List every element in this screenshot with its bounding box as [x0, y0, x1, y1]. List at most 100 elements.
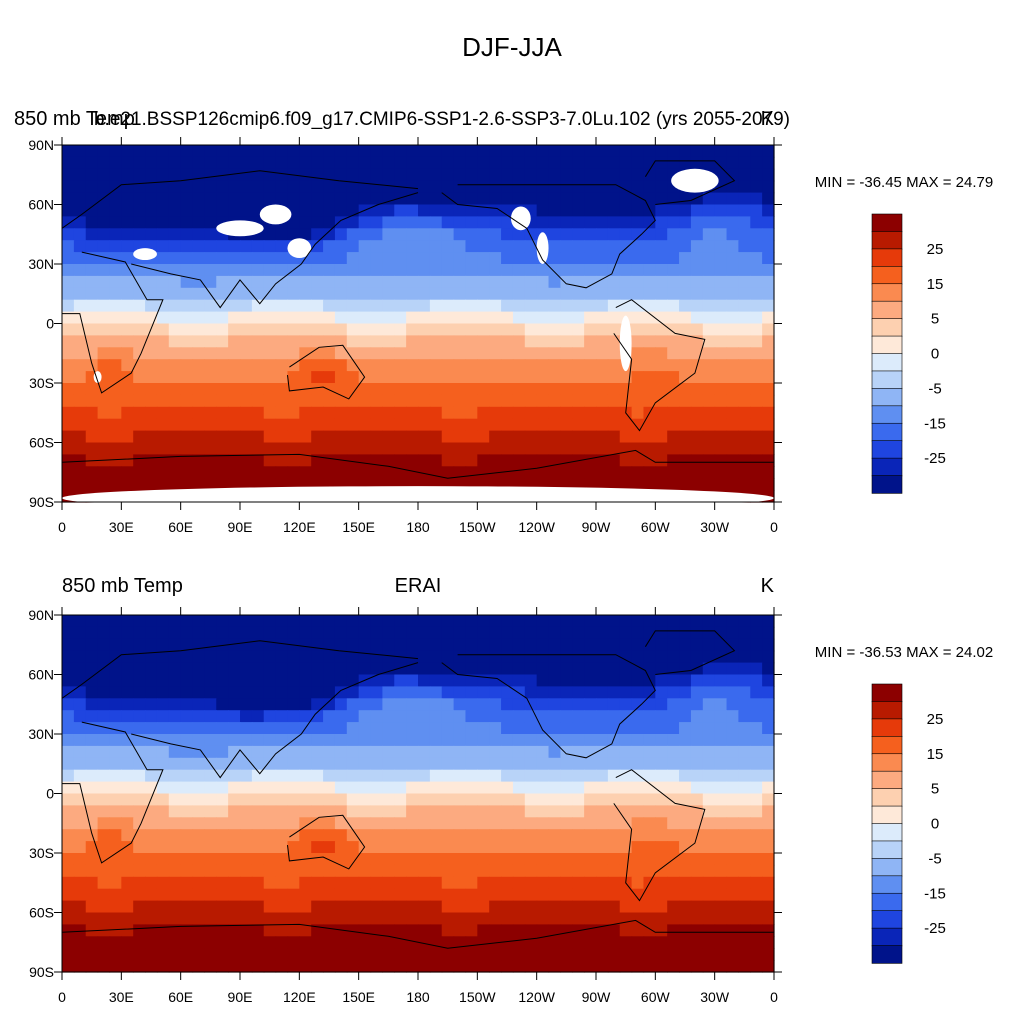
field-cell — [631, 829, 645, 842]
field-cell — [619, 264, 633, 277]
coastline — [613, 299, 706, 432]
field-cell — [607, 287, 621, 301]
field-cell — [109, 264, 122, 277]
field-cell — [631, 841, 645, 854]
field-cell — [263, 638, 277, 652]
field-cell — [263, 829, 277, 842]
field-cell — [750, 745, 763, 759]
field-cell — [607, 615, 621, 628]
field-cell — [643, 864, 656, 878]
field-cell — [501, 311, 514, 325]
coastline — [131, 192, 419, 309]
field-cell — [762, 204, 775, 217]
field-cell — [85, 674, 99, 687]
field-cell — [204, 722, 217, 735]
field-cell — [441, 275, 455, 289]
field-cell — [524, 371, 538, 384]
field-cell — [287, 192, 300, 206]
field-cell — [441, 888, 455, 902]
field-cell — [73, 299, 87, 313]
field-cell — [204, 430, 217, 444]
y-tick-label: 30S — [29, 845, 54, 861]
field-cell — [679, 960, 692, 973]
field-cell — [192, 359, 205, 372]
field-cell — [121, 805, 134, 818]
field-cell — [406, 853, 419, 866]
field-cell — [240, 335, 253, 348]
field-cell — [180, 204, 194, 217]
field-cell — [429, 299, 443, 313]
field-cell — [346, 430, 360, 444]
colorbar-label: -25 — [924, 920, 946, 937]
field-cell — [370, 145, 383, 158]
field-cell — [584, 817, 597, 830]
field-cell — [477, 888, 490, 902]
field-cell — [643, 264, 656, 277]
colorbar-swatch — [871, 405, 903, 424]
field-cell — [62, 936, 75, 949]
field-cell — [204, 793, 217, 806]
field-cell — [73, 275, 87, 289]
field-cell — [429, 615, 443, 628]
field-cell — [702, 323, 716, 336]
field-cell — [762, 650, 775, 664]
field-cell — [109, 626, 122, 640]
field-cell — [429, 876, 443, 890]
field-cell — [406, 722, 419, 735]
field-cell — [418, 442, 431, 455]
field-cell — [97, 311, 111, 325]
field-cell — [738, 323, 751, 336]
field-cell — [204, 252, 217, 265]
colorbar-label: -15 — [924, 885, 946, 902]
field-cell — [204, 662, 217, 676]
field-cell — [311, 853, 324, 866]
y-tick-label: 0 — [46, 316, 54, 332]
field-cell — [607, 347, 621, 360]
field-cell — [73, 371, 87, 384]
field-cell — [714, 638, 728, 652]
field-cell — [97, 876, 111, 890]
field-cell — [73, 466, 87, 479]
field-cell — [334, 686, 348, 699]
field-cell — [251, 615, 265, 628]
field-cell — [489, 192, 502, 206]
field-cell — [655, 478, 668, 491]
field-cell — [263, 888, 277, 902]
field-cell — [382, 900, 395, 914]
field-cell — [536, 745, 550, 759]
field-cell — [192, 156, 205, 170]
field-cell — [465, 168, 478, 182]
field-cell — [453, 781, 467, 795]
field-cell — [370, 442, 383, 455]
field-cell — [168, 757, 182, 771]
field-cell — [358, 912, 372, 925]
field-cell — [299, 674, 312, 687]
field-cell — [121, 662, 134, 676]
field-cell — [418, 371, 431, 384]
field-cell — [251, 662, 265, 676]
field-cell — [679, 335, 692, 348]
field-cell — [382, 710, 395, 723]
field-cell — [702, 626, 716, 640]
field-cell — [275, 442, 289, 455]
field-cell — [584, 323, 597, 336]
field-cell — [406, 168, 419, 182]
field-cell — [655, 864, 668, 878]
field-cell — [607, 662, 621, 676]
field-cell — [501, 781, 514, 795]
field-cell — [726, 347, 739, 360]
field-cell — [156, 323, 170, 336]
field-cell — [394, 323, 407, 336]
field-cell — [643, 347, 656, 360]
field-cell — [382, 454, 395, 467]
field-cell — [204, 335, 217, 348]
field-cell — [548, 442, 561, 455]
field-cell — [762, 876, 775, 890]
field-cell — [311, 252, 324, 265]
field-cell — [501, 864, 514, 878]
field-cell — [429, 204, 443, 217]
field-cell — [156, 394, 170, 408]
field-cell — [572, 853, 585, 866]
field-cell — [596, 674, 609, 687]
colorbar-swatch — [871, 683, 903, 703]
